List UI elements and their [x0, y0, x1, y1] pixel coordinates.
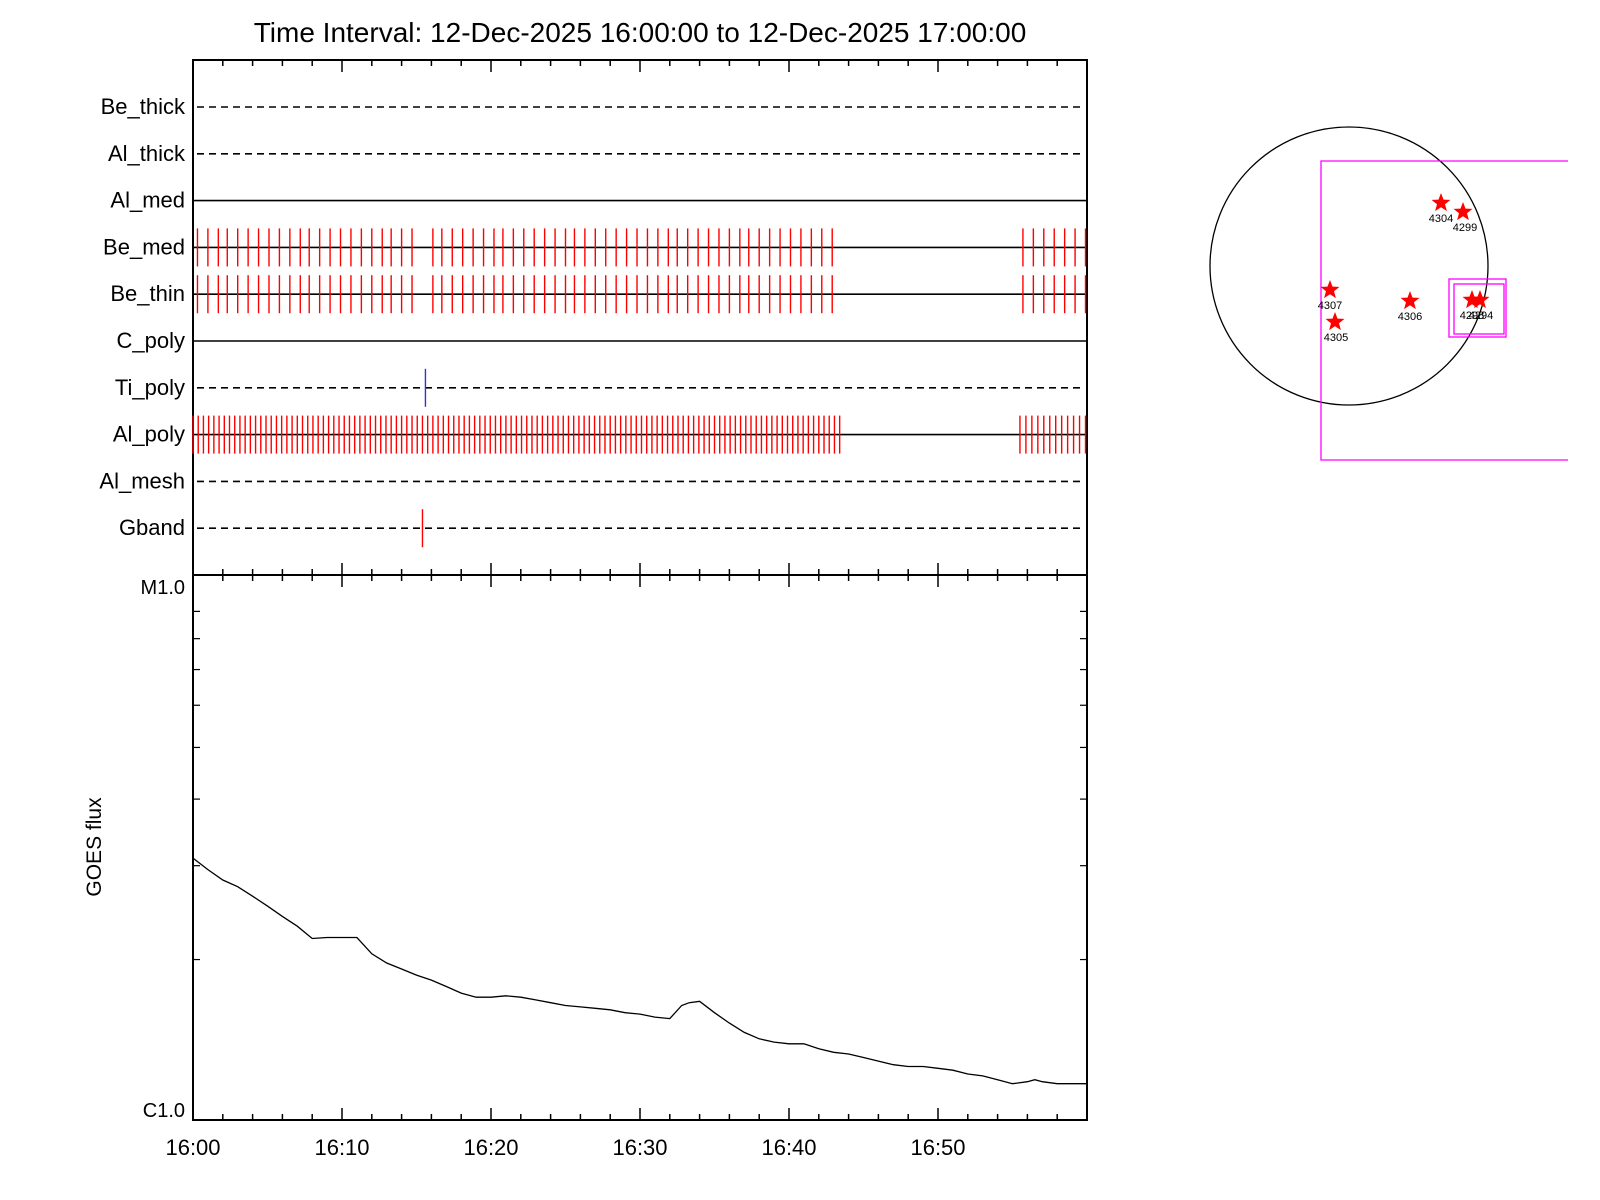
x-tick-label: 16:20	[463, 1135, 518, 1160]
channel-be-thick: Be_thick	[101, 94, 1083, 119]
channel-label: Gband	[119, 515, 185, 540]
goes-panel: M1.0 C1.0 GOES flux 16:00 16:10 16:20 16:30…	[83, 574, 1088, 1160]
channel-be-med: Be_med	[103, 228, 1087, 267]
channel-label: Be_thick	[101, 94, 186, 119]
x-tick-label: 16:30	[612, 1135, 667, 1160]
region-number: 4299	[1453, 222, 1477, 234]
channel-al-mesh: Al_mesh	[99, 468, 1083, 493]
active-region: 4305	[1324, 312, 1348, 344]
x-tick-label: 16:10	[314, 1135, 369, 1160]
channel-al-poly: Al_poly	[113, 415, 1087, 454]
channel-label: Al_thick	[108, 141, 186, 166]
channel-label: Be_med	[103, 234, 185, 259]
channel-label: Ti_poly	[115, 375, 185, 400]
region-number: 4304	[1429, 213, 1453, 225]
channel-label: Al_poly	[113, 422, 185, 447]
region-star-icon	[1462, 290, 1482, 309]
channel-c-poly: C_poly	[117, 328, 1087, 353]
channel-label: Al_mesh	[99, 468, 185, 493]
y-axis-top-label: M1.0	[141, 577, 185, 599]
timeline-ticks	[192, 60, 1088, 575]
channel-label: C_poly	[117, 328, 185, 353]
goes-flux-line	[192, 857, 1087, 1085]
region-star-icon	[1400, 291, 1420, 310]
x-tick-labels: 16:00 16:10 16:20 16:30 16:40 16:50	[165, 1135, 965, 1160]
region-star-icon	[1470, 290, 1490, 309]
channel-al-med: Al_med	[110, 188, 1087, 213]
region-star-icon	[1325, 312, 1345, 331]
channel-be-thin: Be_thin	[110, 275, 1087, 314]
region-number: 4298	[1460, 310, 1484, 322]
timeline-channels: Be_thick Al_thick Al_med Be_med Be_thin C_pol…	[99, 94, 1087, 548]
channel-al-thick: Al_thick	[108, 141, 1083, 166]
active-region: 4304	[1429, 193, 1453, 225]
active-region: 4298	[1460, 290, 1484, 322]
region-star-icon	[1431, 193, 1451, 212]
channel-ti-poly: Ti_poly	[115, 368, 1083, 407]
x-tick-label: 16:00	[165, 1135, 220, 1160]
x-tick-label: 16:50	[910, 1135, 965, 1160]
timeline-frame	[192, 59, 1088, 576]
active-region: 4306	[1398, 291, 1422, 323]
region-star-icon	[1320, 280, 1340, 299]
channel-gband: Gband	[119, 509, 1083, 548]
field-of-view-outer	[1320, 160, 1568, 461]
region-star-icon	[1453, 202, 1473, 221]
channel-label: Be_thin	[110, 281, 185, 306]
region-number: 4306	[1398, 311, 1422, 323]
chart-title: Time Interval: 12-Dec-2025 16:00:00 to 1…	[254, 17, 1027, 48]
field-of-view-inner-a	[1448, 278, 1507, 338]
active-region: 4307	[1318, 280, 1342, 312]
active-region: 4299	[1453, 202, 1477, 234]
y-axis-title: GOES flux	[83, 797, 106, 897]
field-of-view-inner-b	[1453, 283, 1505, 335]
region-number: 4305	[1324, 332, 1348, 344]
goes-ticks	[192, 575, 1088, 1120]
channel-label: Al_med	[110, 188, 185, 213]
region-number: 4307	[1318, 300, 1342, 312]
solar-disk	[1209, 126, 1489, 406]
region-number: 4294	[1469, 310, 1493, 322]
x-tick-label: 16:40	[761, 1135, 816, 1160]
y-axis-bottom-label: C1.0	[143, 1100, 185, 1122]
timeline-panel: Be_thick Al_thick Al_med Be_med Be_thin C_pol…	[99, 59, 1088, 576]
goes-frame	[192, 574, 1088, 1121]
active-region: 4294	[1469, 290, 1493, 322]
